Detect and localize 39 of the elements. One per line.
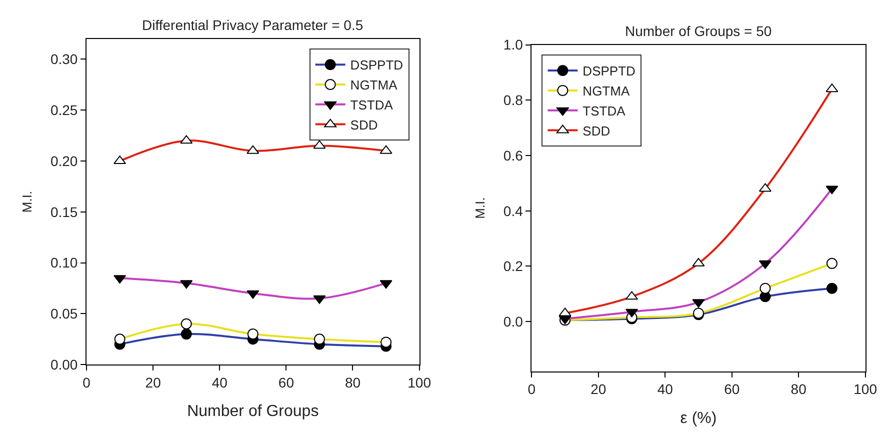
legend-label: SDD <box>582 123 610 138</box>
chart-title: Number of Groups = 50 <box>625 23 772 39</box>
x-tick-label: 80 <box>790 381 807 398</box>
y-tick-label: 0.25 <box>50 102 78 118</box>
x-tick-label: 80 <box>344 374 361 390</box>
y-tick-label: 0.8 <box>503 92 524 108</box>
y-tick-label: 0.15 <box>50 204 78 220</box>
y-tick-label: 0.4 <box>503 202 524 219</box>
y-tick-label: 0.00 <box>50 356 78 372</box>
legend-label: TSTDA <box>350 97 394 112</box>
x-tick-label: 40 <box>657 381 674 398</box>
x-axis-title: ε (%) <box>680 410 717 427</box>
x-tick-label: 40 <box>212 374 228 390</box>
x-tick-label: 100 <box>408 374 432 390</box>
legend-label: NGTMA <box>582 84 630 99</box>
y-axis-title: M.I. <box>19 190 34 213</box>
y-tick-label: 0.0 <box>503 313 524 330</box>
legend-label: SDD <box>350 117 378 132</box>
y-tick-label: 0.05 <box>50 306 78 322</box>
legend-label: DSPPTD <box>582 64 636 79</box>
y-axis-title: M.I. <box>472 197 488 219</box>
x-tick-label: 20 <box>590 381 606 398</box>
y-tick-label: 0.10 <box>50 254 78 271</box>
x-tick-label: 60 <box>278 374 294 390</box>
legend-label: DSPPTD <box>350 58 404 73</box>
y-tick-label: 0.20 <box>50 152 78 169</box>
y-tick-label: 0.30 <box>50 51 78 68</box>
legend-label: TSTDA <box>582 103 626 118</box>
x-tick-label: 0 <box>528 381 536 398</box>
y-tick-label: 0.6 <box>503 147 524 164</box>
y-tick-label: 1.0 <box>503 36 524 53</box>
x-axis-title: Number of Groups <box>187 403 319 420</box>
x-tick-label: 60 <box>724 381 740 398</box>
legend-label: NGTMA <box>350 78 398 93</box>
x-tick-label: 100 <box>854 381 878 398</box>
x-tick-label: 20 <box>145 374 162 390</box>
y-tick-label: 0.2 <box>503 258 524 274</box>
chart-title: Differential Privacy Parameter = 0.5 <box>142 17 364 33</box>
x-tick-label: 0 <box>82 374 91 390</box>
